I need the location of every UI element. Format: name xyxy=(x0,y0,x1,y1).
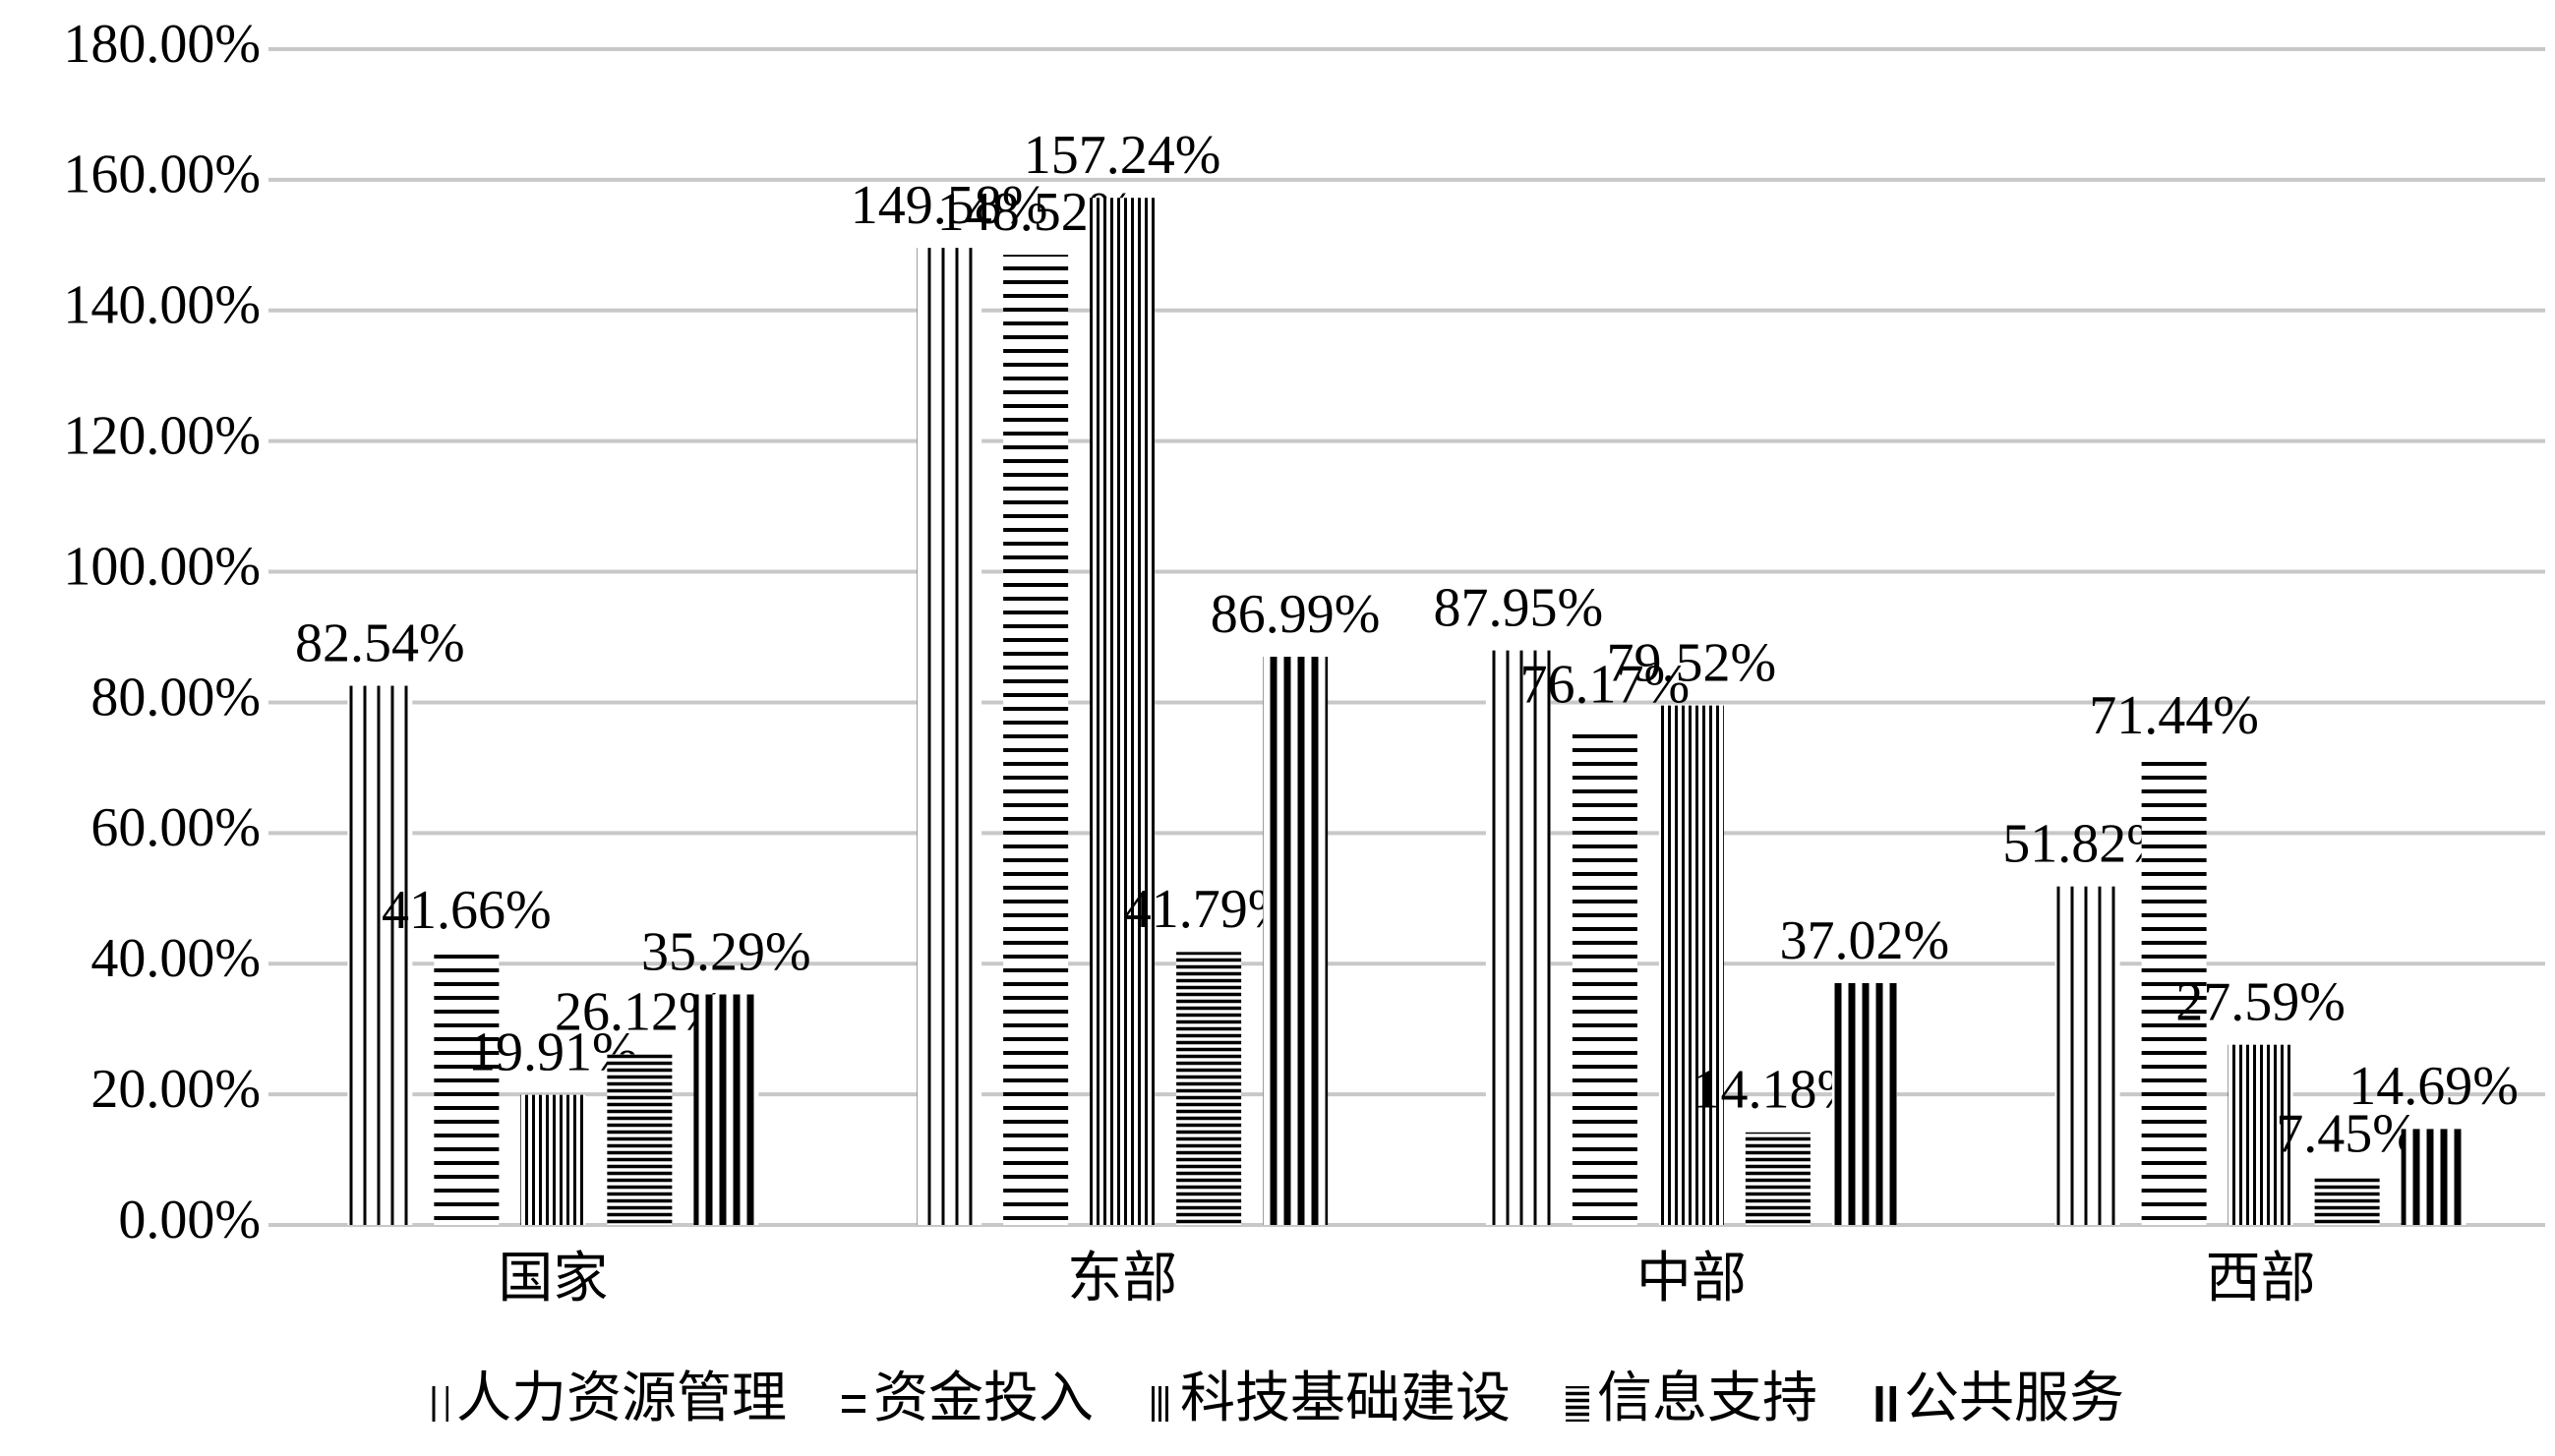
bar xyxy=(1745,1132,1811,1225)
bar xyxy=(1176,952,1242,1225)
data-label: 87.95% xyxy=(1434,577,1604,638)
bar xyxy=(520,1094,586,1225)
legend-swatch xyxy=(1149,1386,1172,1422)
y-tick-label: 80.00% xyxy=(90,667,261,728)
bar xyxy=(2141,758,2207,1225)
data-label: 76.17% xyxy=(1520,655,1691,716)
x-tick-label: 西部 xyxy=(2206,1249,2316,1310)
x-tick-label: 东部 xyxy=(1067,1249,1177,1310)
bar xyxy=(2054,886,2120,1225)
bar xyxy=(347,685,413,1225)
bar xyxy=(1485,650,1551,1225)
data-label: 86.99% xyxy=(1211,584,1381,645)
bar xyxy=(2228,1044,2293,1225)
y-tick-label: 140.00% xyxy=(63,275,261,336)
data-label: 71.44% xyxy=(2089,685,2259,746)
data-label: 27.59% xyxy=(2175,972,2346,1033)
bar xyxy=(1003,255,1069,1225)
bar xyxy=(1658,705,1724,1225)
x-tick-label: 国家 xyxy=(498,1249,608,1310)
data-label: 35.29% xyxy=(641,921,811,982)
y-tick-label: 40.00% xyxy=(90,928,261,989)
x-tick-label: 中部 xyxy=(1636,1249,1747,1310)
y-tick-label: 180.00% xyxy=(63,14,261,75)
bar xyxy=(1090,198,1156,1226)
bar xyxy=(2401,1129,2466,1225)
data-label: 37.02% xyxy=(1780,910,1950,971)
y-tick-label: 100.00% xyxy=(63,536,261,597)
legend-swatch xyxy=(842,1386,865,1422)
legend-label: 公共服务 xyxy=(1904,1369,2124,1429)
y-tick-label: 20.00% xyxy=(90,1059,261,1120)
data-label: 7.45% xyxy=(2276,1103,2418,1164)
data-label: 41.66% xyxy=(382,880,552,941)
data-label: 149.58% xyxy=(851,175,1048,236)
legend-label: 资金投入 xyxy=(873,1369,1094,1429)
legend-label: 人力资源管理 xyxy=(456,1369,787,1429)
y-tick-label: 0.00% xyxy=(118,1190,261,1251)
bar xyxy=(917,248,982,1225)
bar xyxy=(607,1054,673,1225)
y-tick-label: 60.00% xyxy=(90,797,261,858)
y-tick-label: 160.00% xyxy=(63,145,261,205)
bar xyxy=(1831,983,1897,1225)
data-label: 79.52% xyxy=(1607,632,1777,693)
bar xyxy=(2314,1176,2380,1225)
data-label: 82.54% xyxy=(295,612,465,673)
legend-swatch xyxy=(425,1386,448,1422)
legend-swatch xyxy=(1872,1386,1896,1422)
bar xyxy=(1572,727,1637,1225)
bar xyxy=(434,953,500,1225)
legend-label: 科技基础建设 xyxy=(1180,1369,1511,1429)
data-label: 14.69% xyxy=(2348,1056,2519,1117)
legend-swatch xyxy=(1566,1386,1589,1422)
bar xyxy=(693,994,759,1225)
legend-label: 信息支持 xyxy=(1597,1369,1817,1429)
y-tick-label: 120.00% xyxy=(63,406,261,467)
bar xyxy=(1263,656,1329,1225)
data-label: 157.24% xyxy=(1024,125,1221,186)
